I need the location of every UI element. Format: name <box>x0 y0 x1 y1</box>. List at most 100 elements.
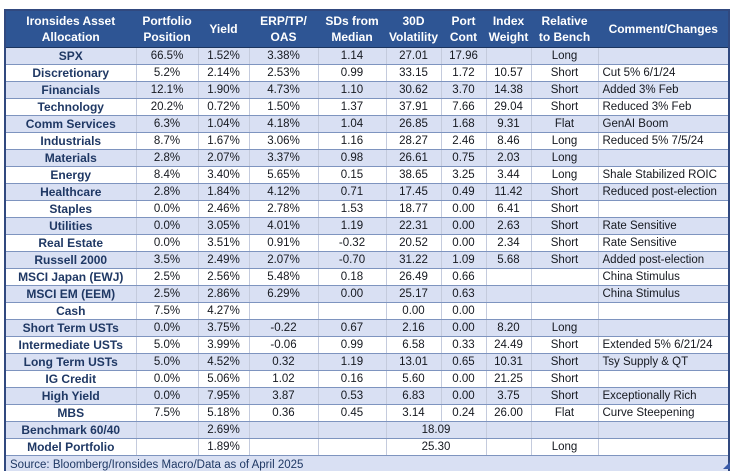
mbs-30d-volatility[interactable]: 3.14 <box>386 404 442 422</box>
materials-sds-from-median[interactable]: 0.98 <box>318 149 387 167</box>
intermediate-usts-comment[interactable]: Extended 5% 6/21/24 <box>598 336 730 354</box>
healthcare-relative-to-bench[interactable]: Short <box>531 183 599 201</box>
long-term-usts-index-weight[interactable]: 10.31 <box>486 353 532 371</box>
utilities-index-weight[interactable]: 2.63 <box>486 217 532 235</box>
spx-erp-tp-oas[interactable]: 3.38% <box>249 47 319 65</box>
short-term-usts-yield[interactable]: 3.75% <box>198 319 250 337</box>
technology-port-cont[interactable]: 7.66 <box>441 98 487 116</box>
ig-credit-erp-tp-oas[interactable]: 1.02 <box>249 370 319 388</box>
materials-index-weight[interactable]: 2.03 <box>486 149 532 167</box>
real-estate-comment[interactable]: Rate Sensitive <box>598 234 730 252</box>
healthcare-erp-tp-oas[interactable]: 4.12% <box>249 183 319 201</box>
comm-services-30d-volatility[interactable]: 26.85 <box>386 115 442 133</box>
utilities-relative-to-bench[interactable]: Short <box>531 217 599 235</box>
real-estate-30d-volatility[interactable]: 20.52 <box>386 234 442 252</box>
technology-yield[interactable]: 0.72% <box>198 98 250 116</box>
technology-comment[interactable]: Reduced 3% Feb <box>598 98 730 116</box>
row-label-msci-japan-ewj[interactable]: MSCI Japan (EWJ) <box>5 268 137 286</box>
russell-2000-erp-tp-oas[interactable]: 2.07% <box>249 251 319 269</box>
ig-credit-index-weight[interactable]: 21.25 <box>486 370 532 388</box>
real-estate-position[interactable]: 0.0% <box>136 234 199 252</box>
msci-japan-ewj-index-weight[interactable] <box>486 268 532 286</box>
russell-2000-port-cont[interactable]: 1.09 <box>441 251 487 269</box>
utilities-30d-volatility[interactable]: 22.31 <box>386 217 442 235</box>
ig-credit-comment[interactable] <box>598 370 730 388</box>
discretionary-erp-tp-oas[interactable]: 2.53% <box>249 64 319 82</box>
model-portfolio-yield[interactable]: 1.89% <box>198 438 250 456</box>
long-term-usts-erp-tp-oas[interactable]: 0.32 <box>249 353 319 371</box>
discretionary-position[interactable]: 5.2% <box>136 64 199 82</box>
short-term-usts-erp-tp-oas[interactable]: -0.22 <box>249 319 319 337</box>
mbs-index-weight[interactable]: 26.00 <box>486 404 532 422</box>
materials-position[interactable]: 2.8% <box>136 149 199 167</box>
discretionary-port-cont[interactable]: 1.72 <box>441 64 487 82</box>
short-term-usts-port-cont[interactable]: 0.00 <box>441 319 487 337</box>
row-label-model-portfolio[interactable]: Model Portfolio <box>5 438 137 456</box>
materials-erp-tp-oas[interactable]: 3.37% <box>249 149 319 167</box>
cash-port-cont[interactable]: 0.00 <box>441 302 487 320</box>
comm-services-port-cont[interactable]: 1.68 <box>441 115 487 133</box>
staples-sds-from-median[interactable]: 1.53 <box>318 200 387 218</box>
intermediate-usts-port-cont[interactable]: 0.33 <box>441 336 487 354</box>
materials-comment[interactable] <box>598 149 730 167</box>
col-header-port-cont[interactable]: Port Cont <box>441 10 487 48</box>
healthcare-yield[interactable]: 1.84% <box>198 183 250 201</box>
row-label-discretionary[interactable]: Discretionary <box>5 64 137 82</box>
energy-30d-volatility[interactable]: 38.65 <box>386 166 442 184</box>
comm-services-index-weight[interactable]: 9.31 <box>486 115 532 133</box>
row-label-technology[interactable]: Technology <box>5 98 137 116</box>
mbs-erp-tp-oas[interactable]: 0.36 <box>249 404 319 422</box>
ig-credit-sds-from-median[interactable]: 0.16 <box>318 370 387 388</box>
utilities-erp-tp-oas[interactable]: 4.01% <box>249 217 319 235</box>
high-yield-position[interactable]: 0.0% <box>136 387 199 405</box>
msci-japan-ewj-30d-volatility[interactable]: 26.49 <box>386 268 442 286</box>
col-header-30d-volatility[interactable]: 30D Volatility <box>386 10 442 48</box>
intermediate-usts-yield[interactable]: 3.99% <box>198 336 250 354</box>
spx-port-cont[interactable]: 17.96 <box>441 47 487 65</box>
col-header-asset[interactable]: Ironsides Asset Allocation <box>5 10 137 48</box>
technology-30d-volatility[interactable]: 37.91 <box>386 98 442 116</box>
intermediate-usts-position[interactable]: 5.0% <box>136 336 199 354</box>
energy-yield[interactable]: 3.40% <box>198 166 250 184</box>
real-estate-relative-to-bench[interactable]: Short <box>531 234 599 252</box>
msci-japan-ewj-position[interactable]: 2.5% <box>136 268 199 286</box>
row-label-healthcare[interactable]: Healthcare <box>5 183 137 201</box>
msci-japan-ewj-comment[interactable]: China Stimulus <box>598 268 730 286</box>
row-label-staples[interactable]: Staples <box>5 200 137 218</box>
materials-yield[interactable]: 2.07% <box>198 149 250 167</box>
model-portfolio-index-weight[interactable] <box>486 438 532 456</box>
staples-comment[interactable] <box>598 200 730 218</box>
technology-position[interactable]: 20.2% <box>136 98 199 116</box>
ig-credit-port-cont[interactable]: 0.00 <box>441 370 487 388</box>
discretionary-30d-volatility[interactable]: 33.15 <box>386 64 442 82</box>
spx-relative-to-bench[interactable]: Long <box>531 47 599 65</box>
high-yield-sds-from-median[interactable]: 0.53 <box>318 387 387 405</box>
energy-erp-tp-oas[interactable]: 5.65% <box>249 166 319 184</box>
financials-erp-tp-oas[interactable]: 4.73% <box>249 81 319 99</box>
cash-comment[interactable] <box>598 302 730 320</box>
high-yield-port-cont[interactable]: 0.00 <box>441 387 487 405</box>
real-estate-index-weight[interactable]: 2.34 <box>486 234 532 252</box>
staples-erp-tp-oas[interactable]: 2.78% <box>249 200 319 218</box>
mbs-position[interactable]: 7.5% <box>136 404 199 422</box>
comm-services-sds-from-median[interactable]: 1.04 <box>318 115 387 133</box>
short-term-usts-comment[interactable] <box>598 319 730 337</box>
spx-comment[interactable] <box>598 47 730 65</box>
staples-position[interactable]: 0.0% <box>136 200 199 218</box>
msci-em-eem-relative-to-bench[interactable] <box>531 285 599 303</box>
row-label-financials[interactable]: Financials <box>5 81 137 99</box>
spx-position[interactable]: 66.5% <box>136 47 199 65</box>
col-header-position[interactable]: Portfolio Position <box>136 10 199 48</box>
long-term-usts-sds-from-median[interactable]: 1.19 <box>318 353 387 371</box>
technology-index-weight[interactable]: 29.04 <box>486 98 532 116</box>
russell-2000-30d-volatility[interactable]: 31.22 <box>386 251 442 269</box>
materials-30d-volatility[interactable]: 26.61 <box>386 149 442 167</box>
russell-2000-relative-to-bench[interactable]: Short <box>531 251 599 269</box>
energy-port-cont[interactable]: 3.25 <box>441 166 487 184</box>
energy-relative-to-bench[interactable]: Long <box>531 166 599 184</box>
utilities-port-cont[interactable]: 0.00 <box>441 217 487 235</box>
ig-credit-30d-volatility[interactable]: 5.60 <box>386 370 442 388</box>
financials-comment[interactable]: Added 3% Feb <box>598 81 730 99</box>
short-term-usts-position[interactable]: 0.0% <box>136 319 199 337</box>
spx-yield[interactable]: 1.52% <box>198 47 250 65</box>
